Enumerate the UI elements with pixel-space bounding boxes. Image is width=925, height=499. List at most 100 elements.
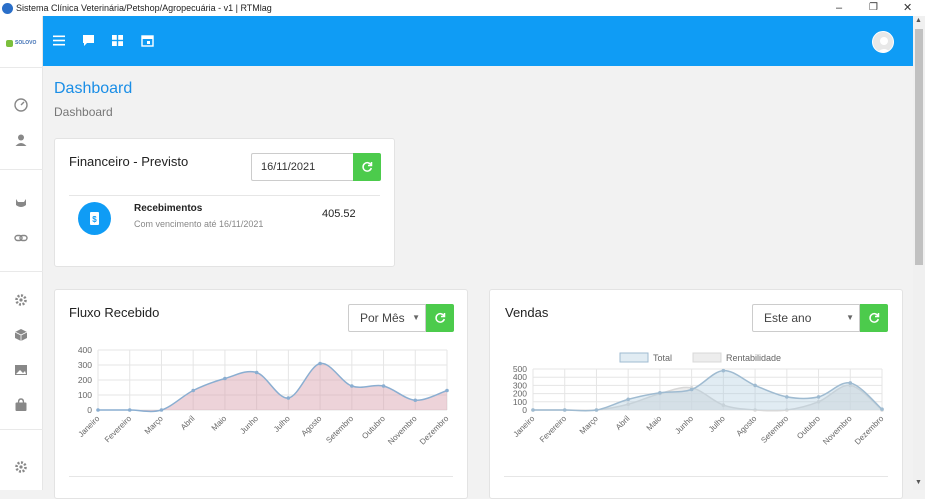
- logo-mark: [6, 39, 13, 47]
- x-tick-label: Março: [578, 414, 600, 436]
- series-area: [533, 370, 882, 411]
- money-icon: $: [78, 202, 111, 235]
- y-tick-label: 100: [78, 390, 92, 400]
- vendas-card: Vendas Este ano ▼ 0 100 200 300 400 500 Janeir…: [489, 289, 903, 499]
- card-title: Financeiro - Previsto: [69, 154, 189, 169]
- refresh-button[interactable]: [426, 304, 454, 332]
- data-point: [626, 397, 630, 402]
- link-icon[interactable]: [14, 231, 28, 245]
- data-point: [721, 368, 726, 373]
- svg-text:$: $: [92, 215, 97, 224]
- scroll-up-icon[interactable]: ▲: [915, 17, 922, 24]
- data-point: [816, 400, 821, 404]
- x-tick-label: Dezembro: [853, 414, 886, 447]
- logo[interactable]: SOLOVO: [6, 36, 38, 50]
- data-point: [318, 361, 322, 366]
- sidebar-divider: [0, 271, 43, 272]
- x-tick-label: Julho: [272, 414, 292, 434]
- fluxo-recebido-card: Fluxo Recebido Por Mês ▼ 0 100 200 300 400 Ja…: [54, 289, 468, 499]
- bag-icon[interactable]: [14, 398, 28, 412]
- data-point: [531, 408, 535, 412]
- legend-label: Total: [653, 353, 672, 363]
- data-point: [191, 388, 195, 393]
- close-button[interactable]: ✕: [903, 2, 913, 14]
- data-point: [721, 403, 726, 407]
- y-tick-label: 0: [522, 405, 527, 415]
- restore-button[interactable]: ❐: [869, 2, 878, 13]
- dashboard-icon[interactable]: [14, 98, 28, 112]
- data-point: [381, 384, 386, 388]
- refresh-icon: [435, 312, 446, 323]
- x-tick-label: Abril: [614, 414, 632, 432]
- y-tick-label: 0: [87, 405, 92, 415]
- x-tick-label: Janeiro: [511, 414, 536, 439]
- window-title: Sistema Clínica Veterinária/Petshop/Agro…: [16, 3, 272, 13]
- data-point: [626, 402, 630, 407]
- x-tick-label: Fevereiro: [103, 414, 134, 445]
- box-icon[interactable]: [14, 328, 28, 342]
- x-tick-label: Setembro: [324, 414, 355, 445]
- image-icon[interactable]: [14, 363, 28, 377]
- minimize-button[interactable]: –: [836, 2, 843, 14]
- x-tick-label: Fevereiro: [538, 414, 569, 445]
- recebimentos-value: 405.52: [322, 208, 356, 220]
- refresh-icon: [362, 161, 373, 172]
- calendar-icon[interactable]: [141, 34, 154, 47]
- period-select-value: Por Mês: [360, 311, 405, 325]
- chat-icon[interactable]: [82, 34, 95, 47]
- data-point: [785, 395, 789, 399]
- x-tick-label: Setembro: [759, 414, 790, 445]
- x-tick-label: Maio: [210, 414, 229, 433]
- data-point: [753, 408, 757, 412]
- settings-icon[interactable]: [14, 293, 28, 307]
- y-tick-label: 500: [513, 364, 527, 374]
- x-tick-label: Dezembro: [418, 414, 451, 447]
- breadcrumb[interactable]: Dashboard: [54, 105, 113, 119]
- date-field[interactable]: 16/11/2021: [251, 153, 353, 181]
- data-point: [254, 370, 259, 375]
- x-tick-label: Abril: [179, 414, 197, 432]
- refresh-button[interactable]: [353, 153, 381, 181]
- period-select[interactable]: Este ano ▼: [752, 304, 860, 332]
- y-tick-label: 200: [78, 375, 92, 385]
- x-tick-label: Março: [143, 414, 165, 436]
- settings-icon[interactable]: [14, 460, 28, 474]
- legend-swatch: [692, 352, 722, 363]
- pet-icon[interactable]: [14, 196, 28, 210]
- refresh-icon: [869, 312, 880, 323]
- y-tick-label: 200: [513, 389, 527, 399]
- legend-swatch: [619, 352, 649, 363]
- data-point: [594, 408, 599, 412]
- menu-icon[interactable]: [53, 34, 66, 47]
- y-tick-label: 100: [513, 397, 527, 407]
- y-tick-label: 400: [78, 345, 92, 355]
- y-tick-label: 400: [513, 372, 527, 382]
- top-navbar: [43, 16, 913, 66]
- fluxo-chart: 0 100 200 300 400 Janeiro Fevereiro Março Abril M…: [76, 345, 451, 447]
- sidebar-divider: [0, 67, 43, 68]
- data-point: [413, 398, 418, 403]
- x-tick-label: Julho: [707, 414, 727, 434]
- series-line: [98, 362, 448, 413]
- refresh-button[interactable]: [860, 304, 888, 332]
- legend-label: Rentabilidade: [726, 353, 781, 363]
- scroll-down-icon[interactable]: ▼: [915, 479, 922, 486]
- data-point: [286, 396, 291, 400]
- x-tick-label: Maio: [645, 414, 664, 433]
- grid-icon[interactable]: [111, 34, 124, 47]
- user-icon[interactable]: [14, 133, 28, 147]
- scroll-thumb[interactable]: [915, 29, 923, 265]
- period-select[interactable]: Por Mês ▼: [348, 304, 426, 332]
- data-point: [127, 408, 132, 412]
- user-avatar[interactable]: [872, 31, 894, 53]
- divider: [69, 476, 453, 477]
- data-point: [159, 408, 164, 412]
- card-title: Vendas: [505, 305, 549, 320]
- window-titlebar: Sistema Clínica Veterinária/Petshop/Agro…: [0, 0, 925, 16]
- x-tick-label: Junho: [238, 414, 260, 436]
- x-tick-label: Agosto: [300, 414, 324, 438]
- chevron-down-icon: ▼: [412, 313, 420, 322]
- page-scrollbar[interactable]: ▲ ▼: [913, 16, 925, 490]
- data-point: [753, 383, 757, 388]
- app-icon: [2, 2, 13, 14]
